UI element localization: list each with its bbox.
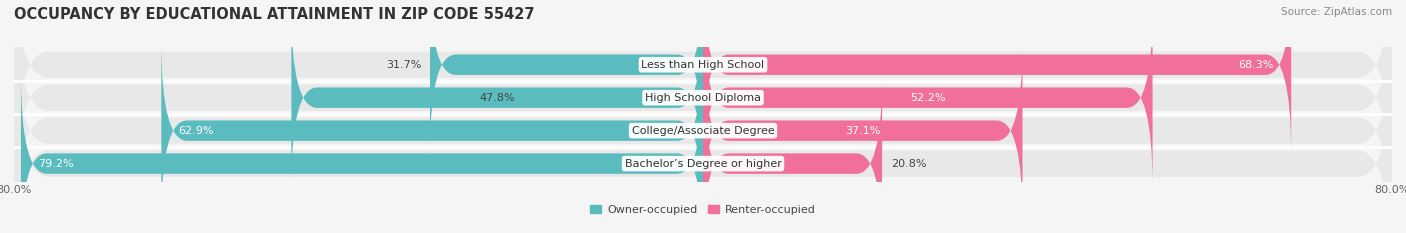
Text: 37.1%: 37.1% <box>845 126 880 136</box>
FancyBboxPatch shape <box>14 12 1392 233</box>
FancyBboxPatch shape <box>703 75 882 233</box>
Text: OCCUPANCY BY EDUCATIONAL ATTAINMENT IN ZIP CODE 55427: OCCUPANCY BY EDUCATIONAL ATTAINMENT IN Z… <box>14 7 534 22</box>
Text: 62.9%: 62.9% <box>179 126 214 136</box>
Text: 52.2%: 52.2% <box>910 93 945 103</box>
Text: 31.7%: 31.7% <box>387 60 422 70</box>
Text: 20.8%: 20.8% <box>891 159 927 169</box>
Text: 68.3%: 68.3% <box>1239 60 1274 70</box>
Text: High School Diploma: High School Diploma <box>645 93 761 103</box>
Text: Bachelor’s Degree or higher: Bachelor’s Degree or higher <box>624 159 782 169</box>
FancyBboxPatch shape <box>703 9 1153 186</box>
FancyBboxPatch shape <box>703 0 1291 153</box>
Text: Source: ZipAtlas.com: Source: ZipAtlas.com <box>1281 7 1392 17</box>
Text: 47.8%: 47.8% <box>479 93 515 103</box>
FancyBboxPatch shape <box>14 45 1392 233</box>
FancyBboxPatch shape <box>291 9 703 186</box>
FancyBboxPatch shape <box>162 42 703 219</box>
Text: 79.2%: 79.2% <box>38 159 73 169</box>
FancyBboxPatch shape <box>14 0 1392 183</box>
FancyBboxPatch shape <box>430 0 703 153</box>
FancyBboxPatch shape <box>21 75 703 233</box>
FancyBboxPatch shape <box>703 42 1022 219</box>
Text: College/Associate Degree: College/Associate Degree <box>631 126 775 136</box>
Legend: Owner-occupied, Renter-occupied: Owner-occupied, Renter-occupied <box>586 200 820 219</box>
FancyBboxPatch shape <box>14 0 1392 216</box>
Text: Less than High School: Less than High School <box>641 60 765 70</box>
